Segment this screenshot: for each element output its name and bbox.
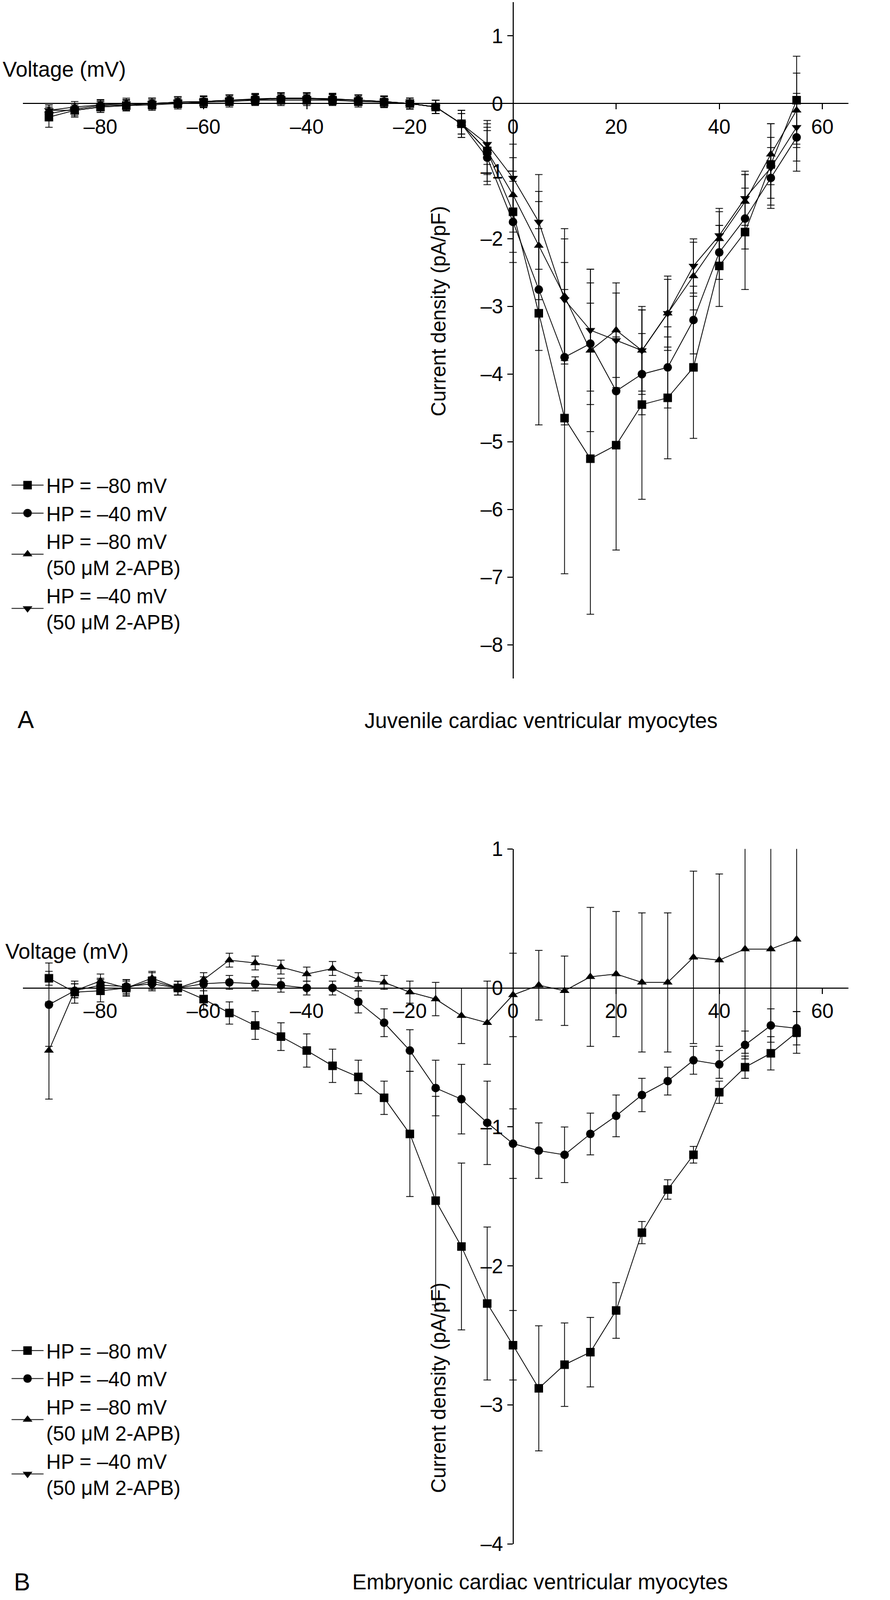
svg-text:–2: –2: [480, 1255, 504, 1278]
svg-text:1: 1: [491, 837, 504, 861]
svg-text:60: 60: [811, 115, 834, 139]
svg-text:20: 20: [604, 115, 628, 139]
svg-text:–3: –3: [480, 1393, 504, 1417]
svg-text:–80: –80: [83, 115, 118, 139]
svg-text:0: 0: [507, 115, 519, 139]
svg-text:–1: –1: [480, 1115, 504, 1139]
svg-text:A: A: [17, 705, 35, 734]
svg-text:Juvenile cardiac ventricular m: Juvenile cardiac ventricular myocytes: [364, 708, 718, 733]
svg-text:Embryonic cardiac ventricular: Embryonic cardiac ventricular myocytes: [352, 1570, 728, 1594]
svg-text:HP = –80 mV: HP = –80 mV: [46, 474, 168, 498]
svg-text:–5: –5: [480, 430, 504, 453]
svg-text:–6: –6: [480, 498, 504, 521]
svg-text:Current density (pA/pF): Current density (pA/pF): [427, 1282, 450, 1493]
svg-text:60: 60: [811, 999, 834, 1023]
svg-text:–2: –2: [480, 227, 504, 250]
svg-text:–8: –8: [480, 633, 504, 657]
svg-text:–1: –1: [480, 160, 504, 183]
svg-text:1: 1: [491, 25, 504, 48]
svg-text:0: 0: [491, 92, 504, 116]
svg-text:HP = –80 mV(50 μM 2-APB): HP = –80 mV(50 μM 2-APB): [46, 1396, 181, 1445]
svg-text:HP = –80 mV(50 μM 2-APB): HP = –80 mV(50 μM 2-APB): [46, 530, 181, 580]
svg-text:Voltage (mV): Voltage (mV): [2, 57, 126, 82]
svg-text:–7: –7: [480, 565, 504, 589]
svg-text:–3: –3: [480, 295, 504, 318]
svg-text:–40: –40: [289, 999, 324, 1023]
svg-text:HP = –40 mV(50 μM 2-APB): HP = –40 mV(50 μM 2-APB): [46, 585, 181, 634]
svg-text:40: 40: [707, 999, 731, 1023]
svg-text:B: B: [13, 1567, 31, 1596]
svg-text:–20: –20: [392, 115, 427, 139]
svg-text:–40: –40: [289, 115, 324, 139]
svg-text:HP = –80 mV: HP = –80 mV: [46, 1340, 168, 1363]
svg-text:HP = –40 mV: HP = –40 mV: [46, 1368, 168, 1391]
svg-text:–60: –60: [186, 999, 221, 1023]
svg-text:–4: –4: [480, 362, 504, 386]
svg-text:0: 0: [507, 999, 519, 1023]
svg-text:–60: –60: [186, 115, 221, 139]
svg-text:–4: –4: [480, 1532, 504, 1556]
svg-text:HP = –40 mV(50 μM 2-APB): HP = –40 mV(50 μM 2-APB): [46, 1450, 181, 1500]
svg-text:0: 0: [491, 976, 504, 1000]
svg-text:40: 40: [707, 115, 731, 139]
svg-text:–80: –80: [83, 999, 118, 1023]
svg-text:Voltage (mV): Voltage (mV): [5, 939, 129, 964]
svg-text:HP = –40 mV: HP = –40 mV: [46, 503, 168, 526]
svg-text:–20: –20: [392, 999, 427, 1023]
svg-text:Current density (pA/pF): Current density (pA/pF): [427, 205, 450, 417]
svg-text:20: 20: [604, 999, 628, 1023]
